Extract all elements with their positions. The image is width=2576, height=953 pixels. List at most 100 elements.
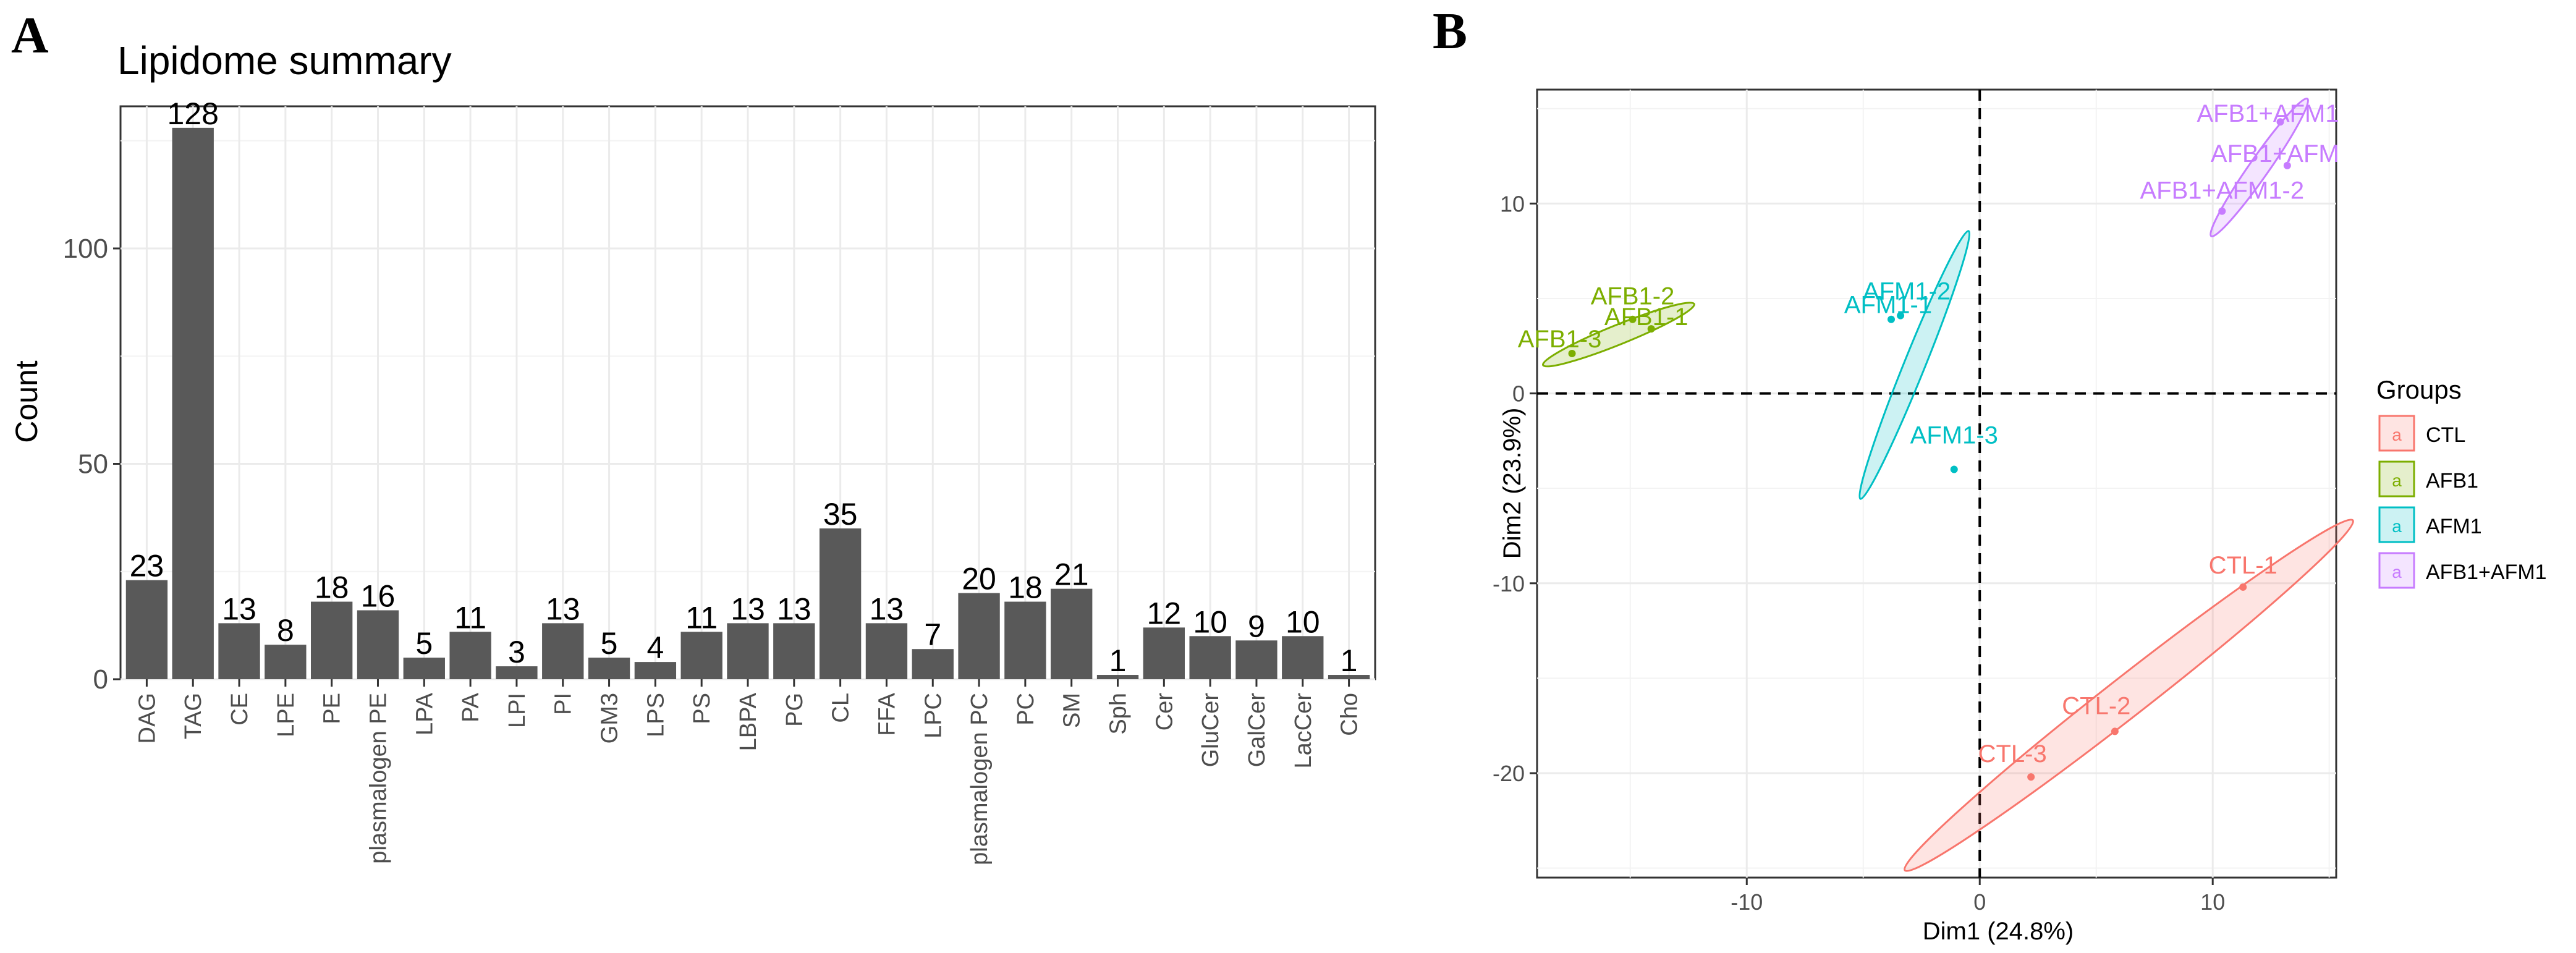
bar-value-label: 5 (601, 626, 618, 661)
bar-pg (773, 623, 815, 679)
bar-x-tick-label: PC (1013, 693, 1039, 726)
point-label: AFB1+AFM1-2 (2140, 177, 2304, 205)
bar-lpe (265, 645, 307, 679)
ellipse-afb1 (1541, 302, 1695, 368)
scatter-y-label: Dim2 (23.9%) (1499, 408, 1526, 559)
bar-value-label: 13 (546, 591, 580, 626)
bar-cer (1143, 627, 1185, 679)
scatter-y-tick-label: -10 (1493, 571, 1525, 596)
bar-x-tick-label: LacCer (1290, 693, 1316, 769)
point-afb1-afm1 (2276, 118, 2284, 126)
bar-lpa (403, 658, 445, 679)
scatter-plot-panel (1536, 88, 2337, 879)
scatter-points (1568, 118, 2291, 781)
bar-value-label: 7 (924, 617, 941, 652)
bar-chart-title: Lipidome summary (117, 38, 452, 83)
bar-value-label: 1 (1341, 643, 1358, 678)
legend-key-glyph: a (2392, 425, 2402, 444)
point-label: AFB1-2 (1591, 283, 1675, 310)
legend-key (2378, 460, 2415, 498)
ellipse-afm1 (1858, 230, 1971, 500)
bar-value-label: 13 (222, 591, 256, 626)
point-afb1-1 (1647, 325, 1655, 333)
point-label: AFB1+AFM1 (2197, 100, 2339, 127)
panel-a-letter: A (11, 7, 49, 64)
bar-x-tick-label: plasmalogen PE (365, 693, 391, 864)
bar-plasmalogen-pc (958, 593, 1000, 679)
bar-dag (125, 580, 168, 679)
scatter-y-ticks: -20 -10 0 10 (1493, 191, 1537, 786)
legend-key (2378, 415, 2415, 452)
bar-value-label: 35 (823, 497, 858, 532)
bar-y-tick-label: 50 (78, 449, 108, 480)
bar-ffa (865, 623, 908, 679)
bar-x-tick-label: DAG (134, 693, 160, 743)
scatter-y-tick-label: -20 (1493, 761, 1525, 786)
legend-key (2378, 552, 2415, 589)
bar-glucer (1189, 636, 1231, 679)
bar-x-tick-label: PS (689, 693, 715, 724)
bar-value-label: 13 (870, 591, 904, 626)
bar-value-label: 10 (1286, 604, 1320, 639)
legend-key (2378, 506, 2415, 543)
point-label: AFM1-3 (1910, 421, 1998, 449)
bar-x-tick-label: CL (828, 693, 854, 723)
bar-lbpa (727, 623, 769, 679)
bar-x-tick-label: TAG (180, 693, 206, 739)
point-ctl-1 (2239, 583, 2247, 591)
point-label: CTL-2 (2062, 692, 2130, 719)
bar-x-tick-label: PI (551, 693, 577, 715)
bar-x-tick-label: Cer (1151, 693, 1177, 731)
bar-x-tick-label: PG (782, 693, 808, 727)
scatter-y-tick-label: 10 (1500, 191, 1525, 216)
bar-x-tick-label: LBPA (735, 692, 761, 751)
bar-x-ticks: DAG TAG CE LPE PE plasmalogen PE LPA PA LPI PI GM3… (134, 679, 1363, 865)
bar-x-tick-label: LPI (504, 693, 530, 728)
bar-pc (1004, 601, 1046, 679)
bar-x-tick-label: LPE (273, 693, 299, 737)
bar-pe (311, 601, 353, 679)
bar-value-label: 9 (1248, 609, 1265, 643)
point-ctl-2 (2111, 727, 2119, 735)
bar-x-tick-label: LPA (412, 692, 438, 735)
bar-x-tick-label: Cho (1337, 693, 1363, 736)
bar-x-tick-label: FFA (874, 692, 900, 735)
bar-sph (1096, 675, 1139, 679)
bar-value-label: 23 (130, 549, 164, 583)
scatter-point-labels: CTL-1CTL-2CTL-3AFB1-1AFB1-2AFB1-3AFM1-1A… (1518, 100, 2339, 768)
bar-value-label: 12 (1147, 596, 1182, 630)
point-afm1-1 (1887, 315, 1895, 323)
point-label: CTL-1 (2209, 552, 2277, 579)
bar-x-tick-label: PA (458, 692, 484, 722)
ellipse-ctl (1904, 519, 2354, 872)
bar-plasmalogen-pe (357, 610, 399, 679)
ellipse-afb1-afm1 (2210, 97, 2310, 238)
legend-label: CTL (2426, 423, 2465, 447)
point-afb1-3 (1568, 350, 1576, 358)
bar-value-label: 5 (415, 626, 433, 661)
point-afb1-2 (1629, 315, 1637, 323)
bar-value-label: 13 (731, 591, 765, 626)
bar-x-tick-label: GluCer (1198, 693, 1224, 768)
bar-value-label: 18 (315, 570, 349, 605)
point-afm1-3 (1950, 465, 1958, 473)
bar-tag (172, 127, 214, 680)
bar-lpc (912, 649, 954, 679)
bar-y-tick-label: 0 (93, 664, 108, 695)
bar-laccer (1282, 636, 1324, 679)
legend-key-glyph: a (2392, 562, 2402, 582)
point-label: AFB1+AFM (2211, 140, 2339, 167)
scatter-x-ticks: -10 0 10 (1731, 878, 2225, 915)
bar-ps (680, 632, 722, 679)
bar-bars (125, 127, 1370, 680)
bar-x-tick-label: LPS (643, 693, 669, 737)
legend-label: AFB1 (2426, 469, 2478, 493)
bar-value-label: 18 (1008, 570, 1043, 605)
bar-x-tick-label: plasmalogen PC (967, 693, 993, 865)
point-ctl-3 (2027, 773, 2035, 781)
scatter-reference-lines (1537, 90, 2336, 878)
bar-value-label: 11 (454, 600, 486, 635)
panel-b-letter: B (1433, 2, 1467, 60)
